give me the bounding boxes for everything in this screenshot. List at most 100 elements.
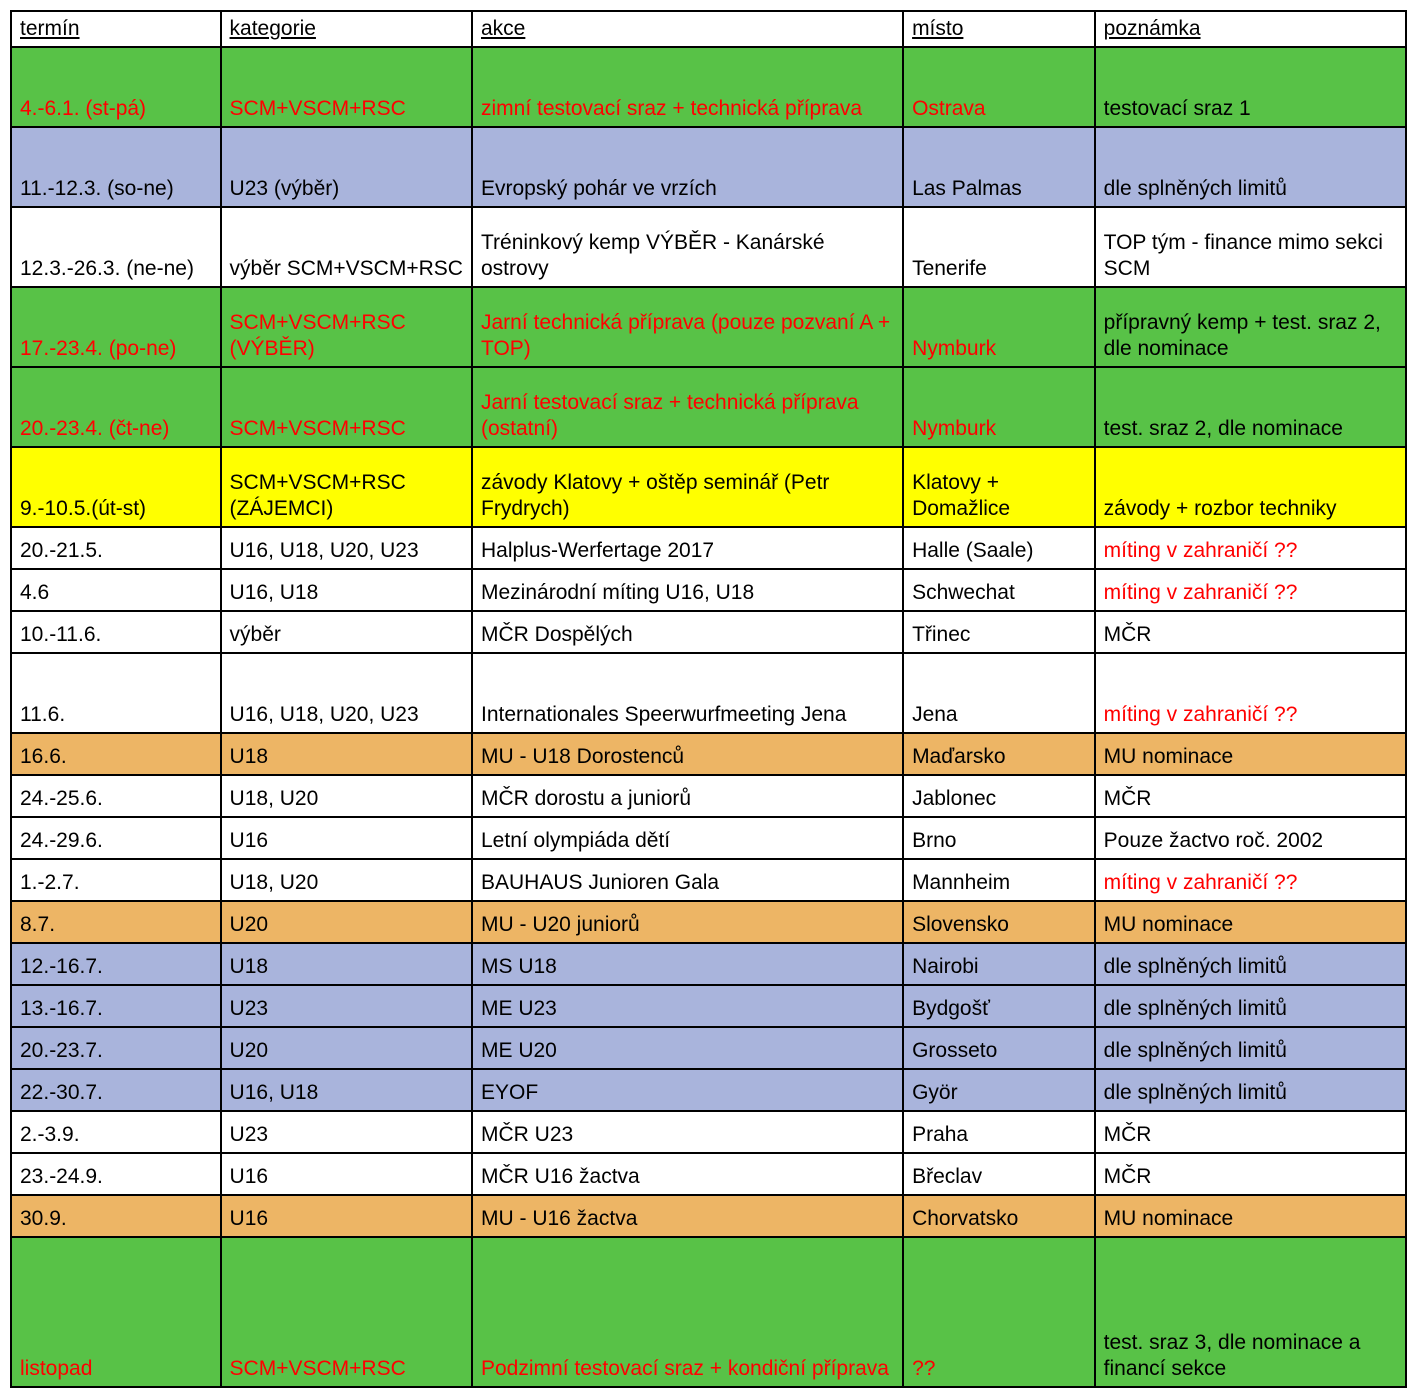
cell: testovací sraz 1 [1095,47,1406,127]
table-row: 10.-11.6. výběrMČR DospělýchTřinecMČR [11,611,1406,653]
table-row: 24.-29.6.U16Letní olympiáda dětíBrno Pou… [11,817,1406,859]
cell: 4.-6.1. (st-pá) [11,47,221,127]
cell: ME U20 [472,1027,903,1069]
cell: U20 [221,1027,472,1069]
table-row: 12.-16.7.U18MS U18Nairobidle splněných l… [11,943,1406,985]
cell: 16.6. [11,733,221,775]
table-row: 17.-23.4. (po-ne)SCM+VSCM+RSC (VÝBĚR)Jar… [11,287,1406,367]
cell: MČR U16 žactva [472,1153,903,1195]
table-row: 11.-12.3. (so-ne)U23 (výběr)Evropský poh… [11,127,1406,207]
cell: 10.-11.6. [11,611,221,653]
table-row: 24.-25.6.U18, U20MČR dorostu a juniorůJa… [11,775,1406,817]
cell: 30.9. [11,1195,221,1237]
cell: 17.-23.4. (po-ne) [11,287,221,367]
cell: U23 (výběr) [221,127,472,207]
cell: 11.-12.3. (so-ne) [11,127,221,207]
cell: MU - U18 Dorostenců [472,733,903,775]
cell: Mezinárodní míting U16, U18 [472,569,903,611]
cell: test. sraz 2, dle nominace [1095,367,1406,447]
col-header-2: akce [472,11,903,47]
table-row: 23.-24.9.U16MČR U16 žactvaBřeclavMČR [11,1153,1406,1195]
cell: míting v zahraničí ?? [1095,569,1406,611]
cell: MU - U20 juniorů [472,901,903,943]
cell: Třinec [903,611,1095,653]
cell: 20.-23.4. (čt-ne) [11,367,221,447]
cell: test. sraz 3, dle nominace a financí sek… [1095,1237,1406,1387]
table-row: listopadSCM+VSCM+RSCPodzimní testovací s… [11,1237,1406,1387]
table-row: 2.-3.9.U23MČR U23PrahaMČR [11,1111,1406,1153]
cell: dle splněných limitů [1095,985,1406,1027]
cell: Nymburk [903,367,1095,447]
cell: Praha [903,1111,1095,1153]
cell: přípravný kemp + test. sraz 2, dle nomin… [1095,287,1406,367]
cell: SCM+VSCM+RSC (ZÁJEMCI) [221,447,472,527]
cell: Tenerife [903,207,1095,287]
cell: výběr [221,611,472,653]
cell: ?? [903,1237,1095,1387]
table-row: 4.-6.1. (st-pá)SCM+VSCM+RSCzimní testova… [11,47,1406,127]
cell: ME U23 [472,985,903,1027]
cell: Tréninkový kemp VÝBĚR - Kanárské ostrovy [472,207,903,287]
cell: 20.-23.7. [11,1027,221,1069]
cell: dle splněných limitů [1095,1027,1406,1069]
cell: 24.-25.6. [11,775,221,817]
table-row: 20.-23.7. U20 ME U20Grosseto dle splněný… [11,1027,1406,1069]
cell: 11.6. [11,653,221,733]
cell: SCM+VSCM+RSC [221,1237,472,1387]
cell: MU nominace [1095,901,1406,943]
schedule-table: termínkategorieakcemístopoznámka 4.-6.1.… [10,10,1407,1388]
table-row: 30.9.U16MU - U16 žactvaChorvatskoMU nomi… [11,1195,1406,1237]
cell: SCM+VSCM+RSC (VÝBĚR) [221,287,472,367]
cell: 20.-21.5. [11,527,221,569]
cell: U16, U18 [221,569,472,611]
cell: U16, U18, U20, U23 [221,527,472,569]
cell: závody Klatovy + oštěp seminář (Petr Fry… [472,447,903,527]
cell: U16 [221,817,472,859]
cell: TOP tým - finance mimo sekci SCM [1095,207,1406,287]
cell: Evropský pohár ve vrzích [472,127,903,207]
cell: míting v zahraničí ?? [1095,653,1406,733]
cell: Györ [903,1069,1095,1111]
cell: MS U18 [472,943,903,985]
cell: Letní olympiáda dětí [472,817,903,859]
cell: Jena [903,653,1095,733]
col-header-0: termín [11,11,221,47]
cell: Mannheim [903,859,1095,901]
cell: U18 [221,733,472,775]
cell: 8.7. [11,901,221,943]
cell: MU nominace [1095,1195,1406,1237]
cell: 23.-24.9. [11,1153,221,1195]
cell: BAUHAUS Junioren Gala [472,859,903,901]
table-row: 8.7.U20MU - U20 juniorůSlovenskoMU nomin… [11,901,1406,943]
cell: U18, U20 [221,775,472,817]
cell: Ostrava [903,47,1095,127]
cell: 9.-10.5.(út-st) [11,447,221,527]
cell: závody + rozbor techniky [1095,447,1406,527]
cell: Pouze žactvo roč. 2002 [1095,817,1406,859]
table-row: 13.-16.7.U23ME U23Bydgošťdle splněných l… [11,985,1406,1027]
cell: dle splněných limitů [1095,943,1406,985]
col-header-1: kategorie [221,11,472,47]
cell: MČR [1095,1111,1406,1153]
cell: SCM+VSCM+RSC [221,47,472,127]
cell: míting v zahraničí ?? [1095,527,1406,569]
cell: 12.3.-26.3. (ne-ne) [11,207,221,287]
cell: 2.-3.9. [11,1111,221,1153]
cell: U18, U20 [221,859,472,901]
cell: Grosseto [903,1027,1095,1069]
cell: U16, U18 [221,1069,472,1111]
cell: 4.6 [11,569,221,611]
cell: MČR dorostu a juniorů [472,775,903,817]
cell: výběr SCM+VSCM+RSC [221,207,472,287]
cell: Břeclav [903,1153,1095,1195]
cell: U16 [221,1153,472,1195]
table-row: 12.3.-26.3. (ne-ne)výběr SCM+VSCM+RSCTré… [11,207,1406,287]
cell: Nymburk [903,287,1095,367]
table-row: 20.-21.5.U16, U18, U20, U23Halplus-Werfe… [11,527,1406,569]
col-header-3: místo [903,11,1095,47]
table-row: 22.-30.7.U16, U18EYOFGyördle splněných l… [11,1069,1406,1111]
cell: Las Palmas [903,127,1095,207]
cell: Podzimní testovací sraz + kondiční přípr… [472,1237,903,1387]
cell: U23 [221,985,472,1027]
cell: zimní testovací sraz + technická příprav… [472,47,903,127]
